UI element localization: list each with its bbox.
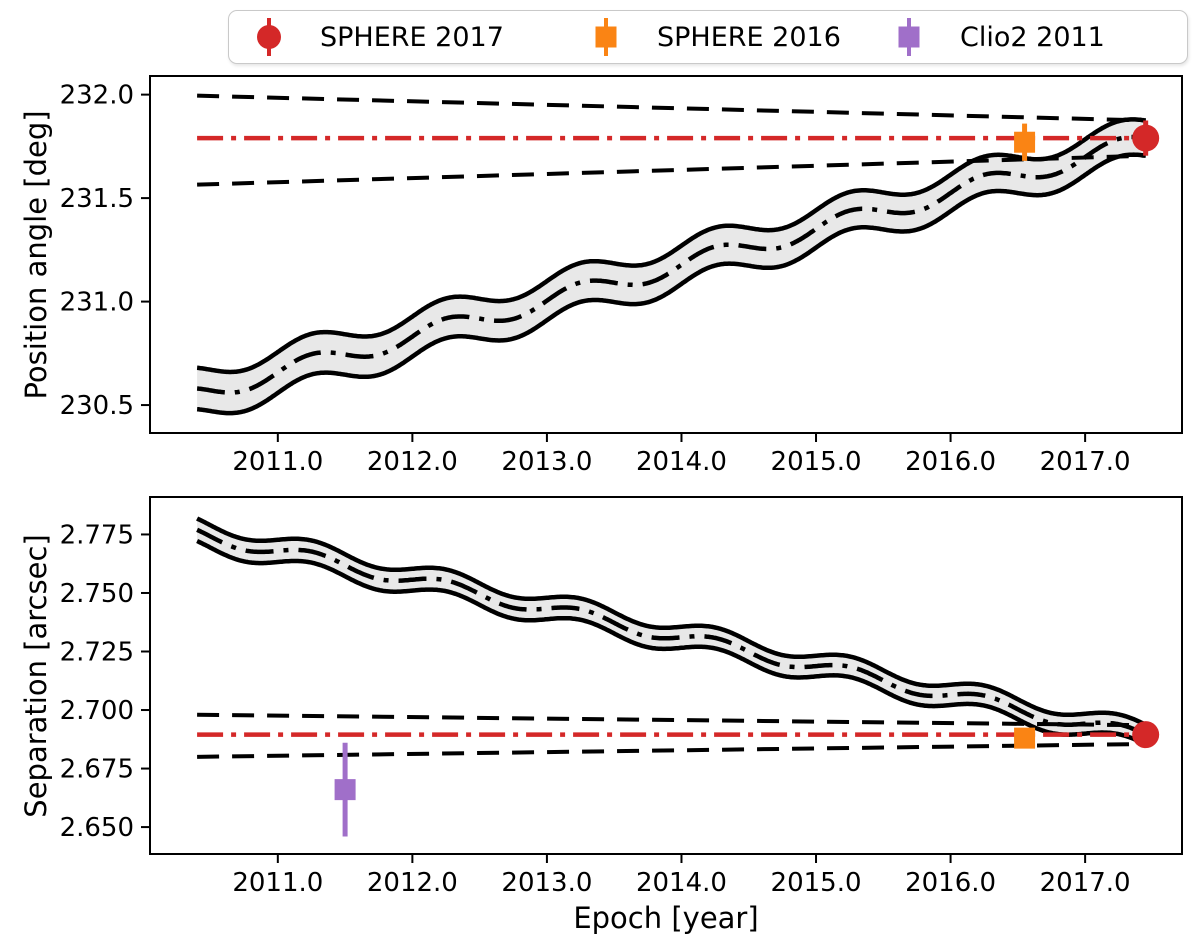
y-tick-label: 2.700: [60, 696, 134, 726]
y-tick-label: 2.750: [60, 579, 134, 609]
x-tick-label: 2011.0: [232, 447, 323, 477]
x-tick-label: 2016.0: [905, 447, 996, 477]
x-tick-label: 2017.0: [1040, 868, 1131, 898]
legend-item-clio2-2011: Clio2 2011: [896, 15, 1105, 59]
legend-item-sphere-2016: SPHERE 2016: [593, 15, 841, 59]
axes-frame: [149, 75, 1183, 434]
background-lower-dashed-line: [197, 741, 1146, 759]
y-tick-label: 2.775: [60, 520, 134, 550]
x-tick-label: 2012.0: [367, 447, 458, 477]
y-tick-label: 2.725: [60, 638, 134, 668]
x-tick-label: 2011.0: [232, 868, 323, 898]
purple-square-errorbar-icon: [896, 15, 922, 59]
orbit-band-upper-edge: [196, 117, 1147, 375]
y-tick-label: 231.5: [60, 184, 134, 214]
legend-label: SPHERE 2016: [657, 21, 841, 53]
x-tick-label: 2013.0: [501, 447, 592, 477]
x-tick-label: 2015.0: [771, 868, 862, 898]
position-angle-panel: 2011.0 2012.0 2013.0 2014.0 2015.0 2016.0 2017…: [60, 75, 1183, 477]
orbit-band-lower-edge: [196, 152, 1147, 416]
y-tick-label: 231.0: [60, 288, 134, 318]
x-tick-label: 2013.0: [501, 868, 592, 898]
orbit-band-fill: [197, 518, 1146, 745]
y-tick-label: 232.0: [60, 81, 134, 111]
background-lower-dashed-line: [197, 153, 1146, 187]
x-tick-label: 2015.0: [771, 447, 862, 477]
x-tick-label: 2016.0: [905, 868, 996, 898]
marker-clio2-2011: [334, 779, 356, 801]
legend-item-sphere-2017: SPHERE 2017: [256, 15, 504, 59]
y-tick-label: 2.650: [60, 813, 134, 843]
orbit-band-centerline: [196, 134, 1147, 395]
y-tick-label: 2.675: [60, 755, 134, 785]
marker-sphere-2016: [1014, 727, 1036, 749]
legend: SPHERE 2017 SPHERE 2016 Clio2 2011: [228, 10, 1188, 64]
y-tick-label: 230.5: [60, 391, 134, 421]
x-tick-label: 2014.0: [636, 447, 727, 477]
orbit-band-centerline: [196, 527, 1147, 737]
y-axis-label-separation: Separation [arcsec]: [19, 534, 53, 818]
separation-panel: 2011.0 2012.0 2013.0 2014.0 2015.0 2016.0 2017…: [60, 496, 1183, 898]
legend-label: Clio2 2011: [960, 21, 1105, 53]
x-axis-label-epoch: Epoch [year]: [573, 901, 759, 935]
marker-sphere-2016: [1014, 131, 1036, 153]
background-upper-dashed-line: [197, 93, 1146, 123]
x-tick-label: 2012.0: [367, 868, 458, 898]
y-axis-label-position-angle: Position angle [deg]: [19, 110, 53, 400]
x-tick-label: 2017.0: [1040, 447, 1131, 477]
orbit-band-lower-edge: [196, 538, 1147, 747]
orbit-band-fill: [197, 119, 1146, 414]
axes-frame: [149, 496, 1183, 855]
orbit-band-upper-edge: [196, 516, 1147, 727]
marker-sphere-2017: [1132, 721, 1160, 749]
marker-sphere-2017: [1132, 124, 1160, 152]
orange-square-errorbar-icon: [593, 15, 619, 59]
legend-label: SPHERE 2017: [320, 21, 504, 53]
red-circle-errorbar-icon: [256, 15, 282, 59]
background-upper-dashed-line: [197, 712, 1146, 728]
x-tick-label: 2014.0: [636, 868, 727, 898]
